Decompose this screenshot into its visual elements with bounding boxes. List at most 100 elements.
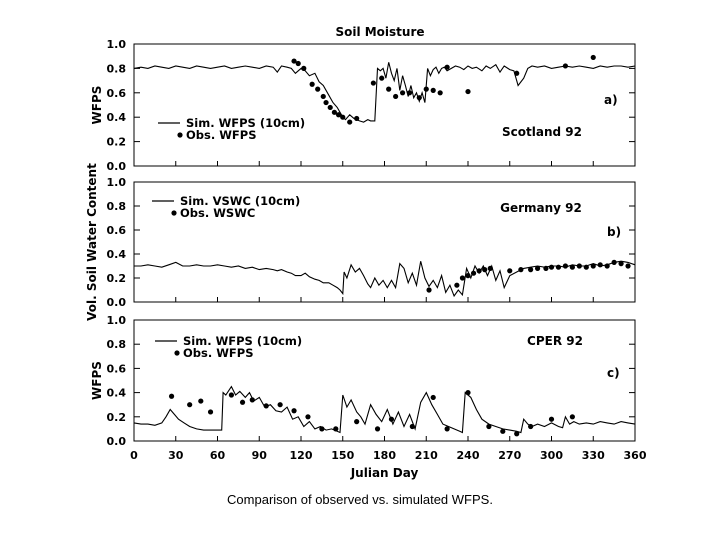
- y-axis-label: Vol. Soil Water Content: [85, 163, 99, 321]
- x-tick-label: 90: [252, 449, 268, 462]
- y-tick-label: 0.4: [107, 387, 127, 400]
- site-label: Germany 92: [500, 201, 582, 215]
- obs-point: [340, 114, 346, 120]
- panel-tag: b): [607, 225, 621, 239]
- obs-point: [569, 414, 575, 420]
- obs-point: [583, 264, 589, 270]
- x-tick-label: 240: [457, 449, 480, 462]
- x-tick-label: 300: [540, 449, 563, 462]
- obs-point: [291, 58, 297, 64]
- obs-point: [333, 426, 339, 432]
- obs-point: [487, 265, 493, 271]
- obs-point: [528, 267, 534, 273]
- sim-series-line: [133, 385, 636, 434]
- obs-point: [514, 431, 520, 437]
- y-tick-label: 0.8: [107, 200, 127, 213]
- legend-entry-sim: Sim. WFPS (10cm): [186, 116, 305, 130]
- obs-point: [548, 264, 555, 270]
- y-tick-label: 0.2: [107, 272, 127, 285]
- obs-point: [611, 259, 617, 265]
- x-tick-label: 120: [290, 449, 313, 462]
- panel-2: 0.0 0.2 0.4 0.6 0.8 1.0 Vol. Soil Water Conten…: [85, 163, 636, 321]
- legend-entry-obs: Obs. WFPS: [183, 346, 253, 360]
- obs-point: [514, 70, 520, 76]
- obs-point: [430, 87, 436, 93]
- obs-point: [315, 86, 321, 92]
- y-tick-label: 0.8: [107, 338, 127, 351]
- obs-point: [465, 390, 471, 396]
- legend-entry-sim: Sim. VSWC (10cm): [180, 194, 300, 208]
- obs-point: [354, 419, 360, 425]
- obs-point: [618, 261, 624, 267]
- panel-tag: a): [604, 93, 618, 107]
- obs-point: [228, 392, 235, 398]
- y-tick-label: 0.4: [107, 111, 127, 124]
- legend-entry-obs: Obs. WFPS: [186, 128, 256, 142]
- obs-point: [309, 81, 315, 87]
- x-tick-label: 270: [498, 449, 521, 462]
- x-tick-label: 150: [331, 449, 354, 462]
- y-tick-label: 0.6: [107, 362, 127, 375]
- x-tick-label: 60: [210, 449, 226, 462]
- obs-point: [465, 88, 471, 95]
- obs-point: [555, 264, 562, 270]
- obs-point: [562, 263, 569, 269]
- x-axis-label: Julian Day: [350, 466, 419, 480]
- obs-point: [518, 267, 524, 273]
- obs-point: [370, 80, 376, 86]
- figure-title: Soil Moisture: [335, 25, 424, 39]
- obs-point: [388, 416, 395, 422]
- x-tick-label: 0: [130, 449, 138, 462]
- panel-1: 0.0 0.2 0.4 0.6 0.8 1.0 WFPS Sim. WFPS (10cm)Ob…: [90, 38, 636, 173]
- obs-point: [393, 93, 399, 100]
- obs-point: [168, 393, 175, 399]
- obs-point: [625, 263, 631, 269]
- obs-point: [507, 268, 513, 274]
- obs-point: [354, 115, 360, 122]
- y-tick-label: 0.0: [107, 435, 127, 448]
- obs-point: [590, 54, 596, 61]
- x-tick-label: 210: [415, 449, 438, 462]
- y-tick-label: 0.0: [107, 160, 127, 173]
- obs-point: [423, 86, 429, 92]
- y-tick-label: 1.0: [107, 314, 127, 327]
- y-tick-label: 0.2: [107, 411, 127, 424]
- obs-point: [386, 86, 392, 92]
- y-tick-label: 0.0: [107, 296, 127, 309]
- obs-point: [562, 63, 569, 69]
- y-tick-label: 1.0: [107, 176, 127, 189]
- legend-entry-obs: Obs. WSWC: [180, 206, 255, 220]
- obs-point: [305, 414, 311, 420]
- obs-point: [528, 423, 534, 430]
- y-axis-label: WFPS: [90, 86, 104, 125]
- obs-point: [198, 398, 204, 404]
- obs-point: [476, 268, 482, 274]
- obs-point: [486, 423, 492, 430]
- figure-caption: Comparison of observed vs. simulated WFP…: [227, 492, 493, 507]
- obs-point: [374, 426, 381, 432]
- obs-point: [379, 75, 385, 81]
- obs-point: [569, 264, 575, 270]
- obs-point: [207, 409, 214, 415]
- y-tick-label: 0.2: [107, 136, 127, 149]
- site-label: CPER 92: [527, 334, 583, 348]
- obs-point: [295, 60, 301, 67]
- obs-point: [597, 262, 603, 268]
- site-label: Scotland 92: [502, 125, 582, 139]
- obs-point: [590, 263, 596, 269]
- obs-point: [534, 265, 541, 271]
- obs-point: [459, 275, 466, 281]
- y-tick-label: 0.4: [107, 248, 127, 261]
- y-tick-label: 0.6: [107, 87, 127, 100]
- obs-point: [465, 273, 471, 279]
- y-tick-label: 0.6: [107, 224, 127, 237]
- obs-point: [249, 397, 255, 403]
- obs-point: [409, 423, 415, 430]
- obs-point: [277, 402, 283, 408]
- y-tick-label: 1.0: [107, 38, 127, 51]
- obs-point: [320, 93, 326, 100]
- sim-series-line: [133, 62, 636, 123]
- obs-point: [444, 426, 450, 432]
